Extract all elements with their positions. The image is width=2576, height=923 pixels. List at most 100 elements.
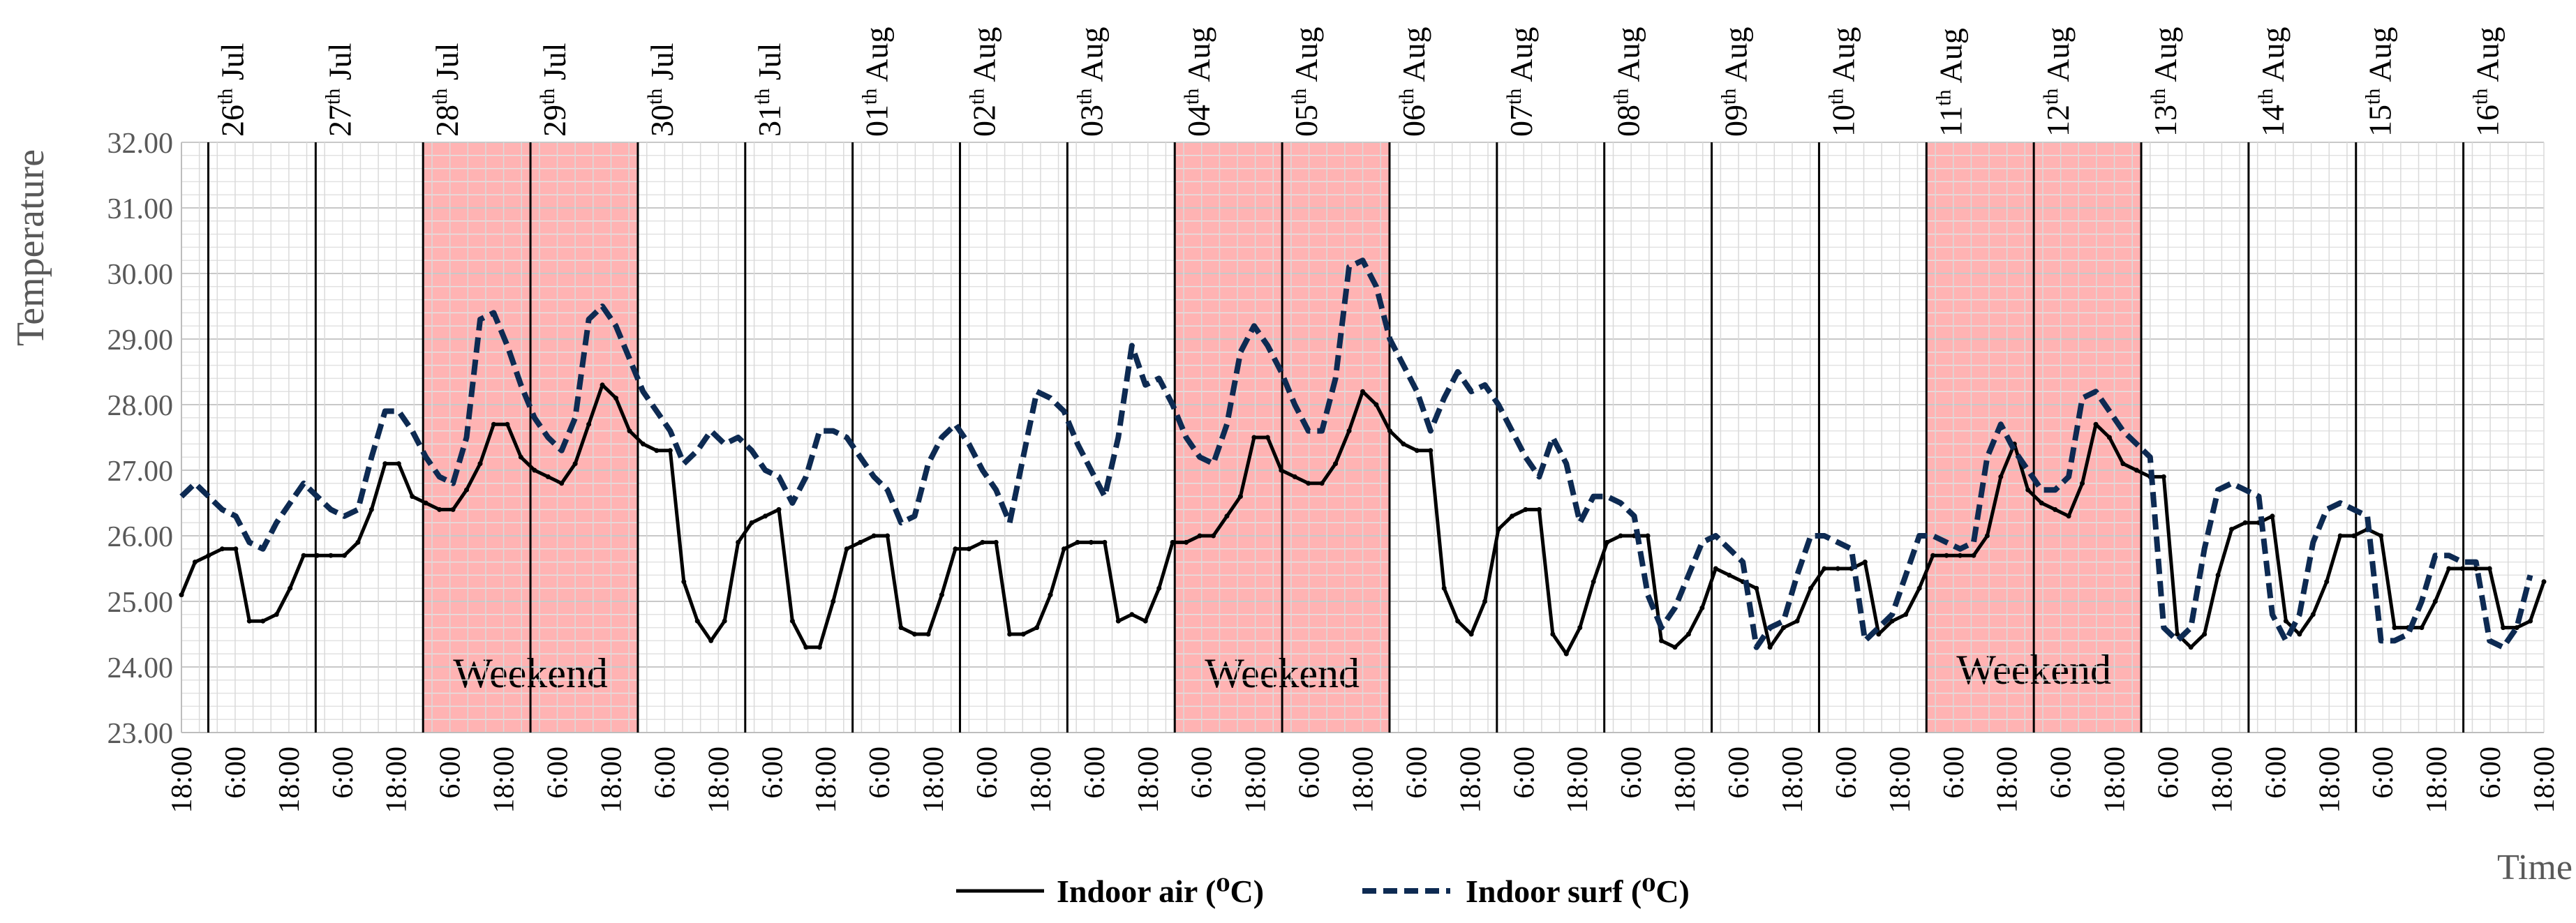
day-label: 31th Jul	[750, 43, 787, 137]
data-point-indoor-air	[667, 448, 673, 453]
data-point-indoor-air	[2351, 533, 2357, 539]
x-tick-label: 6:00	[2152, 746, 2184, 799]
data-point-indoor-air	[2514, 625, 2519, 631]
data-point-indoor-air	[831, 599, 836, 604]
data-point-indoor-air	[233, 546, 239, 552]
data-point-indoor-air	[2378, 533, 2384, 539]
data-point-indoor-air	[1903, 612, 1909, 617]
data-point-indoor-air	[192, 560, 198, 565]
day-label: 13th Aug	[2147, 27, 2184, 137]
data-point-indoor-air	[844, 546, 849, 552]
x-tick-label: 18:00	[918, 746, 950, 813]
data-point-indoor-air	[1727, 572, 1732, 578]
data-point-indoor-air	[2541, 579, 2547, 585]
data-point-indoor-air	[912, 631, 918, 637]
data-point-indoor-air	[1862, 560, 1868, 565]
data-point-indoor-air	[1944, 553, 1949, 558]
data-point-indoor-air	[763, 513, 768, 519]
data-point-indoor-air	[1781, 625, 1787, 631]
data-point-indoor-air	[1224, 513, 1230, 519]
data-point-indoor-air	[736, 539, 741, 545]
x-tick-label: 18:00	[1669, 746, 1702, 813]
data-point-indoor-air	[1211, 533, 1216, 539]
x-tick-label: 18:00	[1025, 746, 1057, 813]
day-label: 11th Aug	[1932, 28, 1969, 137]
x-tick-label: 18:00	[489, 746, 521, 813]
x-tick-label: 18:00	[1133, 746, 1165, 813]
data-point-indoor-air	[382, 461, 388, 467]
day-label: 10th Aug	[1824, 27, 1861, 137]
data-point-indoor-air	[2161, 474, 2166, 479]
chart-labels: 26th Jul 27th Jul 28th Jul 29th Jul 30th Jul…	[107, 27, 2561, 813]
x-tick-label: 6:00	[435, 746, 467, 799]
data-point-indoor-air	[355, 539, 361, 545]
data-point-indoor-air	[518, 454, 523, 460]
data-point-indoor-air	[315, 553, 320, 558]
data-point-indoor-air	[179, 592, 184, 598]
data-point-indoor-air	[1509, 513, 1514, 519]
data-point-indoor-air	[2039, 500, 2044, 506]
x-tick-label: 6:00	[971, 746, 1004, 799]
data-point-indoor-air	[1754, 585, 1759, 591]
day-label: 08th Aug	[1609, 27, 1646, 137]
data-point-indoor-air	[1468, 631, 1474, 637]
y-tick-label: 30.00	[107, 259, 174, 291]
data-point-indoor-air	[2120, 461, 2126, 467]
data-point-indoor-air	[2324, 579, 2330, 585]
data-point-indoor-air	[1577, 625, 1583, 631]
data-point-indoor-air	[1360, 389, 1365, 394]
data-point-indoor-air	[789, 618, 795, 624]
legend: Indoor air (⁰C) Indoor surf (⁰C)	[956, 873, 1690, 909]
data-point-indoor-air	[410, 494, 415, 500]
series-lines	[179, 257, 2547, 656]
day-label: 16th Aug	[2469, 27, 2506, 137]
data-point-indoor-air	[1441, 585, 1447, 591]
data-point-indoor-air	[2175, 631, 2180, 637]
y-tick-label: 32.00	[107, 128, 174, 160]
x-tick-label: 6:00	[2046, 746, 2078, 799]
data-point-indoor-air	[2080, 481, 2085, 486]
x-tick-label: 6:00	[649, 746, 681, 799]
legend-label-indoor-surf: Indoor surf (⁰C)	[1466, 873, 1690, 909]
data-point-indoor-air	[491, 421, 496, 427]
data-point-indoor-air	[301, 553, 306, 558]
y-tick-label: 28.00	[107, 390, 174, 422]
data-point-indoor-air	[396, 461, 401, 467]
data-point-indoor-air	[2066, 513, 2071, 519]
data-point-indoor-air	[559, 481, 565, 486]
x-tick-label: 6:00	[864, 746, 896, 799]
x-tick-label: 18:00	[381, 746, 413, 813]
x-tick-label: 6:00	[1294, 746, 1326, 799]
x-axis-title: Time	[2497, 848, 2573, 887]
data-point-indoor-air	[505, 421, 510, 427]
x-tick-label: 6:00	[1508, 746, 1540, 799]
data-point-indoor-air	[545, 474, 551, 479]
x-tick-label: 18:00	[703, 746, 735, 813]
data-point-indoor-air	[613, 396, 619, 401]
data-point-indoor-air	[1306, 481, 1311, 486]
data-point-indoor-air	[1550, 631, 1556, 637]
x-tick-label: 6:00	[2260, 746, 2292, 799]
y-tick-label: 29.00	[107, 324, 174, 357]
data-point-indoor-air	[1184, 539, 1189, 545]
x-tick-label: 6:00	[2475, 746, 2507, 799]
data-point-indoor-air	[1618, 533, 1623, 539]
data-point-indoor-air	[803, 645, 809, 650]
data-point-indoor-air	[2501, 625, 2506, 631]
x-tick-label: 18:00	[166, 746, 198, 813]
data-point-indoor-air	[1536, 506, 1542, 512]
data-point-indoor-air	[1971, 553, 1976, 558]
series-indoor-surf-line	[179, 257, 2533, 650]
x-tick-label: 6:00	[1938, 746, 1970, 799]
data-point-indoor-air	[1496, 527, 1501, 532]
data-point-indoor-air	[980, 539, 985, 545]
data-point-indoor-air	[2229, 527, 2235, 532]
data-point-indoor-air	[1699, 605, 1705, 610]
data-point-indoor-air	[1957, 553, 1963, 558]
data-point-indoor-air	[993, 539, 999, 545]
data-point-indoor-air	[1142, 618, 1148, 624]
y-axis-title: Temperature	[9, 149, 52, 346]
legend-label-indoor-air: Indoor air (⁰C)	[1057, 873, 1264, 909]
data-point-indoor-air	[586, 421, 592, 427]
